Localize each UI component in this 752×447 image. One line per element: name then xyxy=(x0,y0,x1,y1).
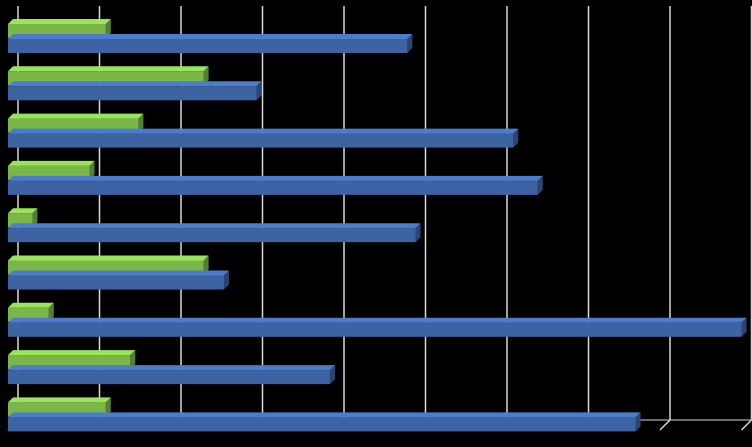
bar-series1-2 xyxy=(8,128,519,148)
bar-series1-7-front xyxy=(8,370,330,385)
bar-series1-6 xyxy=(8,317,747,337)
gridline-floor xyxy=(659,419,671,431)
gridline-floor xyxy=(740,419,752,431)
bar-series1-2-top xyxy=(8,128,519,134)
bar-series1-5 xyxy=(8,270,229,290)
bar-series1-5-top xyxy=(8,270,229,276)
bar-series1-8-top xyxy=(8,412,641,418)
bar-series2-2-end xyxy=(138,113,144,133)
bar-series1-0-end xyxy=(407,34,413,53)
bar-series2-7-end xyxy=(130,350,136,370)
bar-series1-1-end xyxy=(256,81,262,101)
bar-series2-1-end xyxy=(203,66,209,86)
bar-series1-8 xyxy=(8,412,641,432)
bar-series1-0-front xyxy=(8,39,408,53)
bar-series1-4-end xyxy=(415,223,421,243)
bar-series1-8-end xyxy=(635,412,641,432)
bar-series2-3-top xyxy=(8,160,95,166)
bar-series1-3 xyxy=(8,175,543,195)
chart-bars xyxy=(8,19,747,432)
bar-series2-0-end xyxy=(105,19,111,38)
bar-series1-2-end xyxy=(513,128,519,148)
bar-series1-4 xyxy=(8,223,421,243)
bar-series2-3-end xyxy=(89,160,95,180)
bar-series2-7-top xyxy=(8,350,136,356)
bar-series1-7 xyxy=(8,365,335,385)
bar-series1-3-front xyxy=(8,180,538,195)
bar-series1-6-front xyxy=(8,322,742,337)
bar-series2-8-end xyxy=(105,397,111,417)
bar-series1-1 xyxy=(8,81,262,101)
bar-series2-6-end xyxy=(48,302,54,322)
bar-series2-5-top xyxy=(8,255,209,261)
bar-series2-6-top xyxy=(8,302,54,308)
bar-series2-4-end xyxy=(32,208,38,228)
bar-series2-0-top xyxy=(8,19,111,24)
bar-series1-6-top xyxy=(8,317,747,323)
bar-series2-1-top xyxy=(8,66,209,72)
bar-series2-5-end xyxy=(203,255,209,275)
bar-series1-7-top xyxy=(8,365,335,371)
bar-series1-1-front xyxy=(8,86,257,101)
bar-series1-5-end xyxy=(223,270,229,290)
bar-series1-8-front xyxy=(8,417,636,432)
bar-series1-3-top xyxy=(8,175,543,181)
bar-series1-0 xyxy=(8,34,413,53)
bar-series2-2-top xyxy=(8,113,144,119)
bar-series1-4-top xyxy=(8,223,421,229)
bar-series1-4-front xyxy=(8,228,416,243)
bar-series1-2-front xyxy=(8,133,514,148)
bar-series1-7-end xyxy=(329,365,335,385)
bar-series1-6-end xyxy=(741,317,747,337)
bar-series1-1-top xyxy=(8,81,262,87)
bar-series2-4-top xyxy=(8,208,38,214)
bar-series1-0-top xyxy=(8,34,413,39)
bar-series1-3-end xyxy=(537,175,543,195)
bar-series2-8-top xyxy=(8,397,111,403)
bar-series1-5-front xyxy=(8,275,224,290)
